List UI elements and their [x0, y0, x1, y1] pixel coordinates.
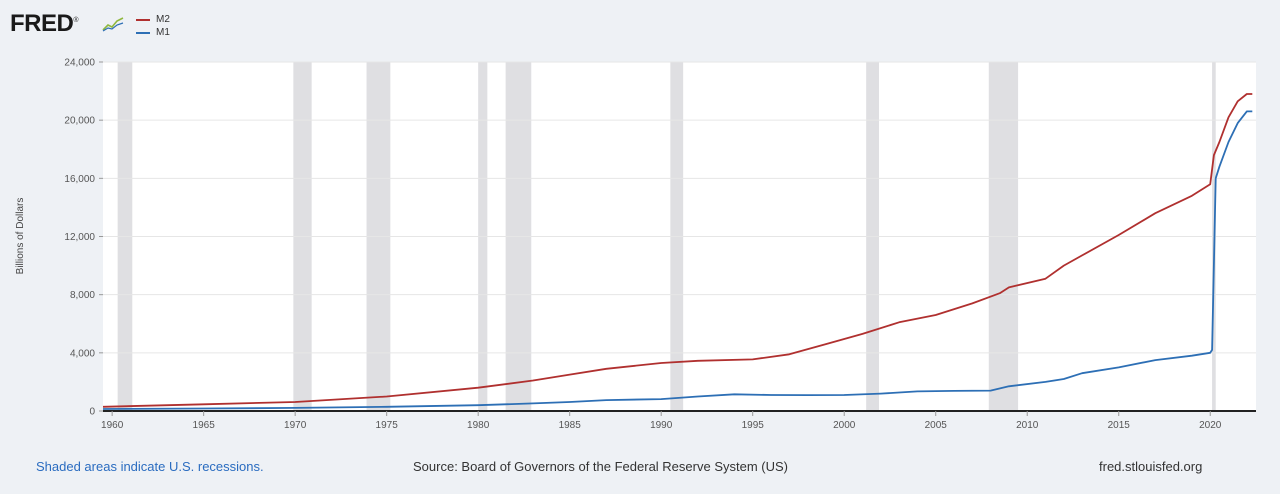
- x-tick-label-5: 1985: [559, 420, 582, 431]
- legend-swatch-m2: [136, 18, 150, 21]
- x-tick-label-9: 2005: [925, 420, 948, 431]
- series-line-m2: [102, 93, 1253, 408]
- gridlines: [103, 61, 1256, 354]
- y-tick-label-2: 8,000: [70, 290, 95, 301]
- series-lines: [102, 93, 1253, 410]
- x-tick-label-6: 1990: [650, 420, 673, 431]
- registered-mark: ®: [73, 17, 79, 24]
- source-note: Source: Board of Governors of the Federa…: [413, 459, 788, 474]
- y-axis-label: Billions of Dollars: [15, 198, 26, 275]
- legend-item-m1: M1: [136, 26, 170, 39]
- legend-swatch-m1: [136, 31, 150, 34]
- x-tick-label-10: 2010: [1016, 420, 1039, 431]
- x-tick-label-11: 2015: [1108, 420, 1131, 431]
- y-tick-label-1: 4,000: [70, 348, 95, 359]
- legend-label-m1: M1: [156, 27, 170, 38]
- chart-line-icon: [102, 17, 124, 32]
- x-tick-label-4: 1980: [467, 420, 490, 431]
- x-tick-label-7: 1995: [742, 420, 765, 431]
- fred-logo[interactable]: FRED®: [10, 10, 130, 37]
- x-axis-ticks: 1960 1965 1970 1975 1980 1985 1990 1995 2000 2005…: [101, 411, 1222, 431]
- y-tick-label-4: 16,000: [64, 174, 95, 185]
- x-tick-label-3: 1975: [376, 420, 399, 431]
- y-tick-label-6: 24,000: [64, 58, 95, 69]
- x-tick-label-0: 1960: [101, 420, 124, 431]
- chart-legend: M2 M1: [136, 13, 170, 39]
- y-tick-label-3: 12,000: [64, 232, 95, 243]
- y-tick-label-0: 0: [89, 407, 95, 418]
- x-tick-label-2: 1970: [284, 420, 307, 431]
- x-tick-label-1: 1965: [193, 420, 216, 431]
- legend-item-m2: M2: [136, 13, 170, 26]
- legend-label-m2: M2: [156, 14, 170, 25]
- series-line-m1: [102, 110, 1253, 410]
- y-axis-ticks: 0 4,000 8,000 12,000 16,000 20,000 24,000: [64, 58, 103, 418]
- y-tick-label-5: 20,000: [64, 116, 95, 127]
- x-tick-label-8: 2000: [833, 420, 856, 431]
- site-link[interactable]: fred.stlouisfed.org: [1099, 459, 1203, 474]
- recessions-note: Shaded areas indicate U.S. recessions.: [36, 459, 264, 474]
- fred-logo-text: FRED®: [10, 10, 79, 37]
- x-tick-label-12: 2020: [1199, 420, 1222, 431]
